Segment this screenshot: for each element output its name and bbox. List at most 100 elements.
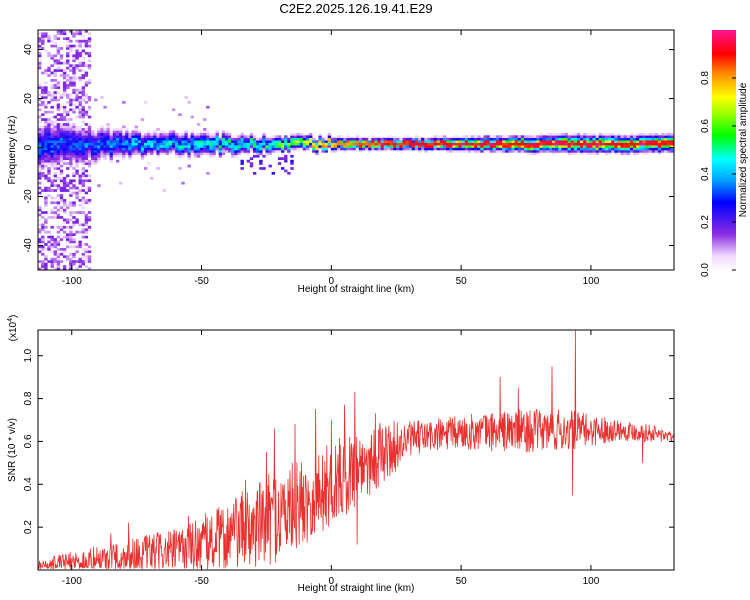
heatmap-cell: [620, 152, 624, 156]
heatmap-cell: [552, 152, 556, 156]
heatmap-cell: [520, 137, 525, 141]
heatmap-cell: [368, 142, 372, 146]
heatmap-cell: [78, 98, 82, 102]
heatmap-cell: [171, 130, 176, 134]
heatmap-cell: [190, 150, 194, 153]
heatmap-cell: [62, 74, 67, 77]
heatmap-cell: [75, 30, 79, 33]
heatmap-cell: [305, 145, 310, 148]
heatmap-cell: [122, 125, 126, 129]
heatmap-cell: [47, 172, 51, 175]
heatmap-cell: [645, 140, 649, 143]
heatmap-cell: [66, 66, 70, 70]
heatmap-cell: [492, 150, 497, 153]
heatmap-cell: [405, 142, 409, 146]
heatmap-cell: [570, 135, 575, 138]
heatmap-cell: [430, 137, 434, 141]
heatmap-cell: [243, 147, 247, 151]
heatmap-cell: [196, 150, 201, 153]
heatmap-cell: [59, 252, 64, 256]
heatmap-cell: [212, 142, 216, 146]
heatmap-cell: [47, 69, 51, 72]
heatmap-cell: [318, 132, 322, 136]
heatmap-cell: [84, 83, 89, 87]
heatmap-cell: [62, 130, 67, 134]
heatmap-cell: [162, 142, 166, 146]
heatmap-cell: [290, 135, 294, 138]
heatmap-cell: [527, 137, 531, 141]
heatmap-cell: [601, 147, 606, 151]
heatmap-cell: [59, 96, 64, 99]
heatmap-cell: [221, 137, 226, 141]
heatmap-cell: [355, 140, 360, 143]
heatmap-cell: [262, 142, 266, 146]
heatmap-cell: [41, 147, 45, 151]
heatmap-cell: [212, 150, 216, 153]
heatmap-cell: [224, 147, 229, 151]
heatmap-cell: [654, 145, 659, 148]
heatmap-cell: [53, 125, 57, 129]
heatmap-cell: [75, 54, 79, 58]
heatmap-cell: [159, 145, 163, 148]
heatmap-cell: [259, 140, 263, 143]
heatmap-cell: [664, 137, 668, 141]
heatmap-cell: [246, 142, 251, 146]
heatmap-cell: [508, 145, 512, 148]
heatmap-cell: [153, 147, 157, 151]
heatmap-cell: [87, 59, 92, 63]
heatmap-cell: [62, 201, 67, 205]
heatmap-cell: [290, 159, 294, 163]
heatmap-cell: [41, 145, 45, 148]
heatmap-cell: [642, 150, 646, 153]
heatmap-cell: [50, 250, 54, 254]
heatmap-cell: [224, 132, 229, 136]
heatmap-cell: [84, 162, 89, 165]
heatmap-cell: [580, 135, 584, 138]
heatmap-cell: [41, 216, 45, 219]
heatmap-cell: [583, 145, 587, 148]
heatmap-cell: [552, 135, 556, 138]
heatmap-cell: [78, 110, 82, 114]
heatmap-cell: [156, 137, 160, 141]
heatmap-cell: [59, 194, 64, 197]
heatmap-cell: [383, 140, 388, 143]
heatmap-cell: [629, 150, 634, 153]
heatmap-cell: [175, 145, 179, 148]
heatmap-cell: [53, 213, 57, 217]
heatmap-cell: [50, 142, 54, 146]
heatmap-cell: [106, 142, 110, 146]
heatmap-cell: [137, 135, 142, 138]
heatmap-cell: [193, 154, 198, 158]
heatmap-cell: [249, 145, 254, 148]
heatmap-cell: [218, 147, 223, 151]
heatmap-cell: [592, 137, 596, 141]
heatmap-cell: [66, 154, 70, 158]
heatmap-cell: [47, 145, 51, 148]
heatmap-cell: [178, 135, 182, 138]
heatmap-cell: [66, 147, 70, 151]
heatmap-cell: [246, 159, 251, 163]
heatmap-cell: [642, 145, 646, 148]
heatmap-cell: [508, 137, 512, 141]
heatmap-cell: [536, 147, 540, 151]
heatmap-cell: [78, 30, 82, 33]
heatmap-cell: [545, 140, 550, 143]
heatmap-cell: [231, 145, 235, 148]
heatmap-cell: [212, 132, 216, 136]
heatmap-cell: [69, 230, 73, 234]
heatmap-cell: [252, 150, 257, 153]
heatmap-cell: [358, 150, 363, 153]
heatmap-cell: [206, 130, 210, 134]
heatmap-cell: [84, 44, 89, 48]
heatmap-cell: [78, 88, 82, 92]
heatmap-cell: [508, 147, 512, 151]
heatmap-cell: [545, 147, 550, 151]
heatmap-cell: [128, 157, 132, 160]
heatmap-cell: [53, 37, 57, 40]
heatmap-cell: [38, 267, 42, 270]
heatmap-cell: [277, 157, 282, 160]
heatmap-cell: [78, 174, 82, 178]
heatmap-cell: [187, 101, 191, 104]
heatmap-cell: [190, 145, 194, 148]
heatmap-cell: [611, 142, 615, 146]
